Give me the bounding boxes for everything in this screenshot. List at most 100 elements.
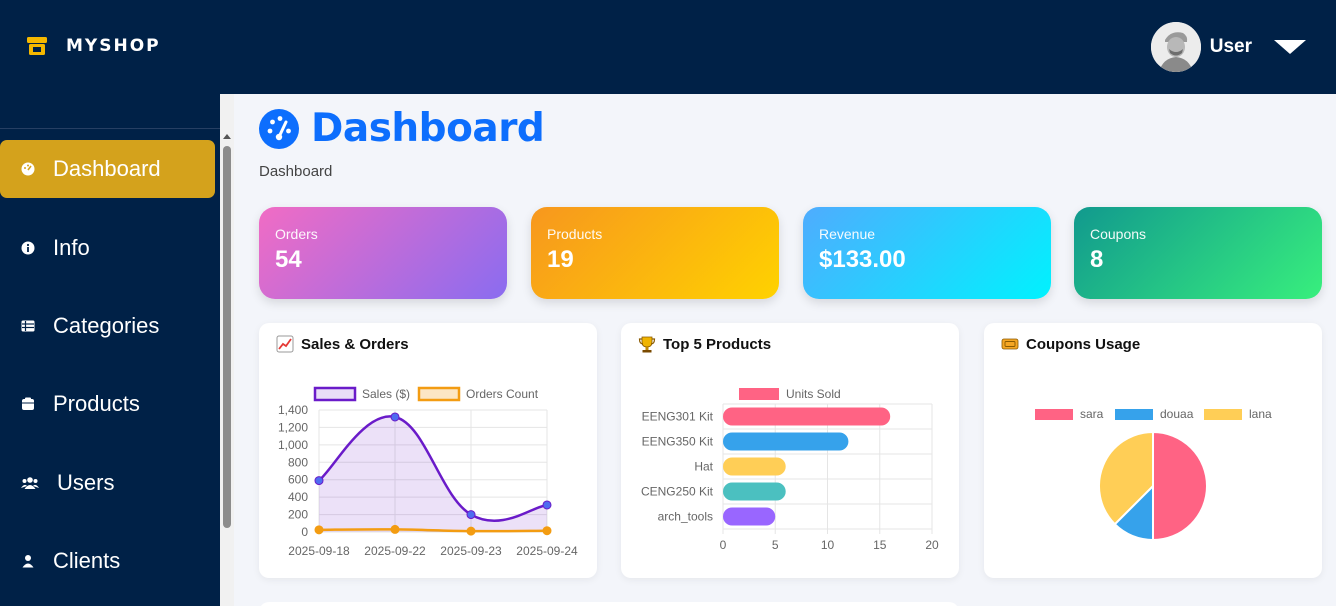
sidebar-divider	[0, 128, 220, 129]
sidebar-item-label: Users	[57, 470, 115, 495]
box-icon	[22, 397, 34, 410]
x-tick-label: 0	[720, 538, 727, 552]
legend-label: Units Sold	[786, 387, 841, 401]
data-point	[314, 525, 324, 535]
top-products-panel: Units Sold 0 5 10 15 20 EENG301 Kit EENG350 Kit…	[621, 323, 959, 578]
y-tick-label: arch_tools	[658, 510, 713, 524]
sidebar-item-dashboard[interactable]: Dashboard	[0, 140, 215, 198]
sidebar-item-info[interactable]: Info	[0, 219, 215, 277]
data-point	[466, 526, 476, 536]
series-area	[319, 416, 547, 532]
pie-slice	[1152, 430, 1208, 542]
data-point	[542, 500, 552, 510]
stat-card-coupons[interactable]: Coupons 8	[1074, 207, 1322, 299]
breadcrumb[interactable]: Dashboard	[259, 163, 333, 180]
trophy-icon	[638, 336, 656, 353]
x-tick-label: 2025-09-22	[364, 544, 426, 558]
sidebar-item-label: Products	[53, 391, 140, 416]
legend-swatch	[739, 388, 779, 400]
panel-title-text: Top 5 Products	[663, 335, 772, 353]
legend-label: Orders Count	[466, 387, 539, 401]
avatar-image	[1150, 22, 1201, 72]
x-tick-label: 10	[821, 538, 835, 552]
stat-value: 8	[1090, 246, 1104, 273]
user-name[interactable]: User	[1209, 36, 1252, 57]
panel-title: Coupons Usage	[1001, 335, 1140, 353]
sales-orders-chart: Sales ($) Orders Count 0 200 400 600 800 1,000 1…	[278, 386, 578, 558]
sales-orders-panel: Sales ($) Orders Count 0 200 400 600 800 1,000 1…	[259, 323, 597, 578]
sidebar-item-label: Clients	[53, 548, 121, 573]
data-point	[390, 524, 400, 534]
y-tick-label: 1,000	[278, 438, 308, 452]
sidebar-item-clients[interactable]: Clients	[0, 532, 215, 590]
panel-title-text: Coupons Usage	[1026, 335, 1141, 353]
stat-value: 54	[275, 246, 302, 273]
brand-name: MYSHOP	[66, 36, 161, 56]
list-icon	[21, 320, 35, 332]
y-tick-label: 200	[288, 508, 308, 522]
panel-title: Top 5 Products	[638, 335, 771, 353]
x-tick-label: 15	[873, 538, 887, 552]
sidebar-item-label: Info	[53, 235, 90, 260]
sidebar-item-products[interactable]: Products	[0, 375, 215, 433]
legend-swatch	[417, 386, 461, 402]
stat-label: Products	[547, 226, 603, 242]
top-navbar: MYSHOP User	[0, 0, 1336, 94]
x-tick-label: 2025-09-18	[288, 544, 350, 558]
page-title: Dashboard	[259, 106, 545, 151]
store-icon	[27, 36, 47, 55]
users-icon	[21, 477, 39, 489]
stat-card-products[interactable]: Products 19	[531, 207, 779, 299]
y-tick-label: Hat	[694, 460, 713, 474]
y-tick-label: EENG301 Kit	[642, 410, 714, 424]
data-point	[542, 526, 552, 536]
x-tick-label: 5	[772, 538, 779, 552]
legend-swatch	[1035, 409, 1073, 420]
panel-title-text: Sales & Orders	[301, 335, 409, 353]
legend-swatch	[1115, 409, 1153, 420]
y-tick-label: 400	[288, 490, 308, 504]
stat-card-orders[interactable]: Orders 54	[259, 207, 507, 299]
scroll-thumb[interactable]	[223, 146, 231, 528]
main-content: Dashboard Dashboard Orders 54 Products 1…	[234, 94, 1336, 606]
coupons-usage-panel: sara douaa lana Coupons Usage	[984, 323, 1322, 578]
user-menu[interactable]: User	[1150, 22, 1306, 72]
y-tick-label: 1,200	[278, 420, 308, 434]
avatar[interactable]	[1150, 22, 1201, 72]
stat-value: $133.00	[819, 246, 906, 273]
x-tick-label: 20	[925, 538, 939, 552]
legend-label: douaa	[1160, 407, 1194, 421]
series-line	[318, 528, 548, 533]
sidebar-item-users[interactable]: Users	[0, 454, 215, 512]
y-tick-label: 800	[288, 455, 308, 469]
x-tick-label: 2025-09-23	[440, 544, 502, 558]
stat-label: Revenue	[819, 226, 876, 242]
bar	[723, 457, 786, 476]
page-title-text: Dashboard	[311, 106, 545, 151]
ticket-icon	[1001, 338, 1019, 350]
scroll-up-icon[interactable]	[223, 134, 231, 139]
stat-value: 19	[547, 246, 574, 273]
x-tick-label: 2025-09-24	[516, 544, 578, 558]
data-point	[466, 510, 476, 520]
stat-card-revenue[interactable]: Revenue $133.00	[803, 207, 1051, 299]
sidebar-item-label: Categories	[53, 313, 160, 338]
top-products-chart: Units Sold 0 5 10 15 20 EENG301 Kit EENG350 Kit…	[641, 387, 939, 552]
bar	[723, 482, 786, 501]
y-tick-label: EENG350 Kit	[642, 435, 714, 449]
sidebar-scrollbar[interactable]	[220, 94, 234, 606]
stat-label: Orders	[275, 226, 318, 242]
y-tick-label: 0	[301, 525, 308, 539]
speedometer-icon	[259, 108, 299, 149]
y-tick-label: 1,400	[278, 403, 308, 417]
brand[interactable]: MYSHOP	[26, 36, 161, 56]
y-tick-label: CENG250 Kit	[641, 485, 714, 499]
sidebar-item-categories[interactable]: Categories	[0, 297, 215, 355]
legend-label: sara	[1080, 407, 1104, 421]
sidebar: Dashboard Info Categories Products	[0, 94, 220, 606]
chevron-down-icon[interactable]	[1274, 40, 1306, 54]
legend-label: Sales ($)	[362, 387, 410, 401]
data-point	[390, 412, 400, 422]
coupons-usage-chart: sara douaa lana	[1035, 407, 1272, 542]
bar	[723, 507, 776, 526]
